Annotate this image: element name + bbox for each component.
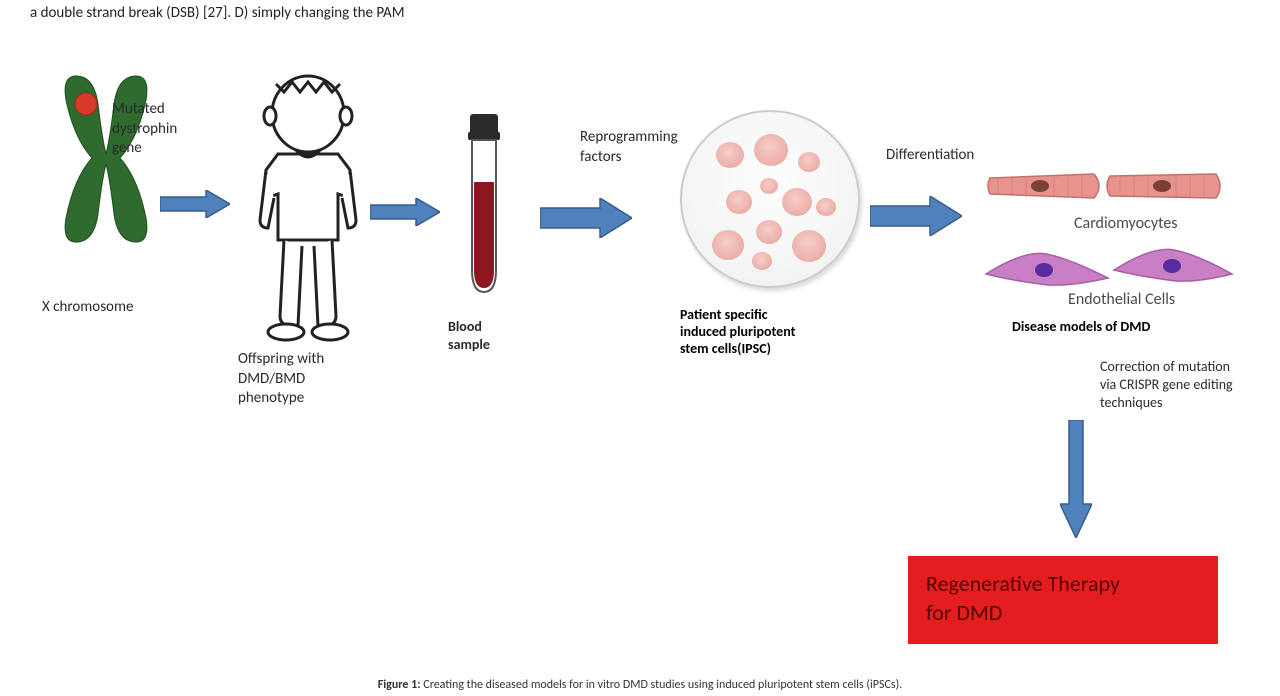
label-mutated-gene: Mutated dystrophin gene [112,100,222,159]
mutation-dot-icon [75,93,97,115]
label-reprogramming: Reprogramming factors [580,128,678,167]
blood-tube-icon [454,110,514,300]
label-disease-models: Disease models of DMD [1012,318,1150,335]
petri-dish-icon [680,110,860,288]
cardiomyocytes-icon [984,158,1224,214]
stage-child [238,70,378,360]
stage-dish [680,110,860,288]
arrow-down-icon [1060,420,1092,538]
regen-therapy-box: Regenerative Therapy for DMD [908,556,1218,644]
stage-blood [454,110,524,330]
figure-caption: Figure 1: Creating the diseased models f… [0,678,1280,692]
caption-top: a double strand break (DSB) [27]. D) sim… [30,4,405,22]
stage-cardiomyocytes [984,158,1234,219]
arrow-4-icon [870,196,962,236]
label-endothelial: Endothelial Cells [1068,290,1175,309]
child-figure-icon [238,70,378,345]
caption-figure-number: Figure 1: [378,678,421,692]
label-cardiomyocytes: Cardiomyocytes [1074,214,1178,233]
label-blood: Blood sample [448,318,490,354]
arrow-1-icon [160,190,230,218]
endothelial-icon [984,240,1234,294]
label-differentiation: Differentiation [886,146,974,166]
label-correction: Correction of mutation via CRISPR gene e… [1100,358,1233,413]
arrow-3-icon [540,198,632,238]
arrow-2-icon [370,198,440,226]
label-offspring: Offspring with DMD/BMD phenotype [238,350,324,409]
label-ipsc: Patient specific induced pluripotent ste… [680,306,795,357]
caption-figure-text: Creating the diseased models for in vitr… [421,678,903,692]
label-x-chromosome: X chromosome [42,298,133,318]
